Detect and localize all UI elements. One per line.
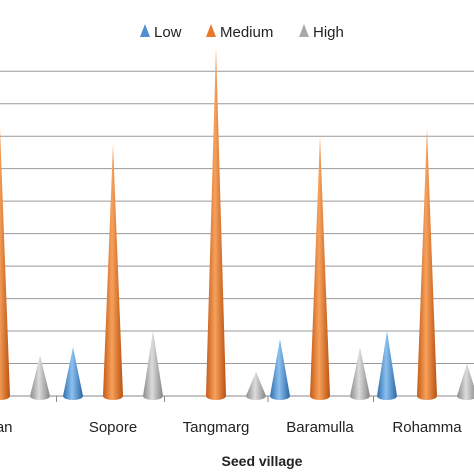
cone-low-sopore (63, 347, 83, 400)
x-tick-label-baramulla: Baramulla (286, 419, 354, 436)
legend-swatch-low (140, 24, 150, 37)
cone-medium-rohamma (417, 128, 437, 401)
gridlines (0, 70, 474, 365)
cone-medium-tangmarg (206, 46, 226, 400)
cone-high-tangmarg (246, 371, 266, 400)
cone-medium-ttan (0, 128, 10, 400)
x-axis-title: Seed village (222, 453, 303, 469)
cone-high-rohamma (457, 363, 474, 400)
x-axis-tick-labels: ttan Sopore Tangmarg Baramulla Rohamma (0, 419, 462, 436)
cone-medium-baramulla (310, 136, 330, 400)
x-tick-label-tangmarg: Tangmarg (183, 419, 250, 436)
legend-swatch-medium (206, 24, 216, 37)
cone-high-baramulla (350, 347, 370, 400)
cone-low-rohamma (377, 331, 397, 400)
legend-label-high: High (313, 24, 344, 41)
x-axis-ticks (56, 396, 374, 402)
legend-label-medium: Medium (220, 24, 273, 41)
legend-label-low: Low (154, 24, 182, 41)
legend-swatch-high (299, 24, 309, 37)
x-tick-label-rohamma: Rohamma (392, 419, 462, 436)
cone-medium-sopore (103, 144, 123, 400)
chart-marks (0, 46, 474, 401)
x-tick-label-ttan: ttan (0, 419, 13, 436)
x-tick-label-sopore: Sopore (89, 419, 137, 436)
cone-high-ttan (30, 355, 50, 400)
legend: Low Medium High (140, 24, 344, 41)
cone-high-sopore (143, 331, 163, 400)
cone-low-baramulla (270, 339, 290, 400)
